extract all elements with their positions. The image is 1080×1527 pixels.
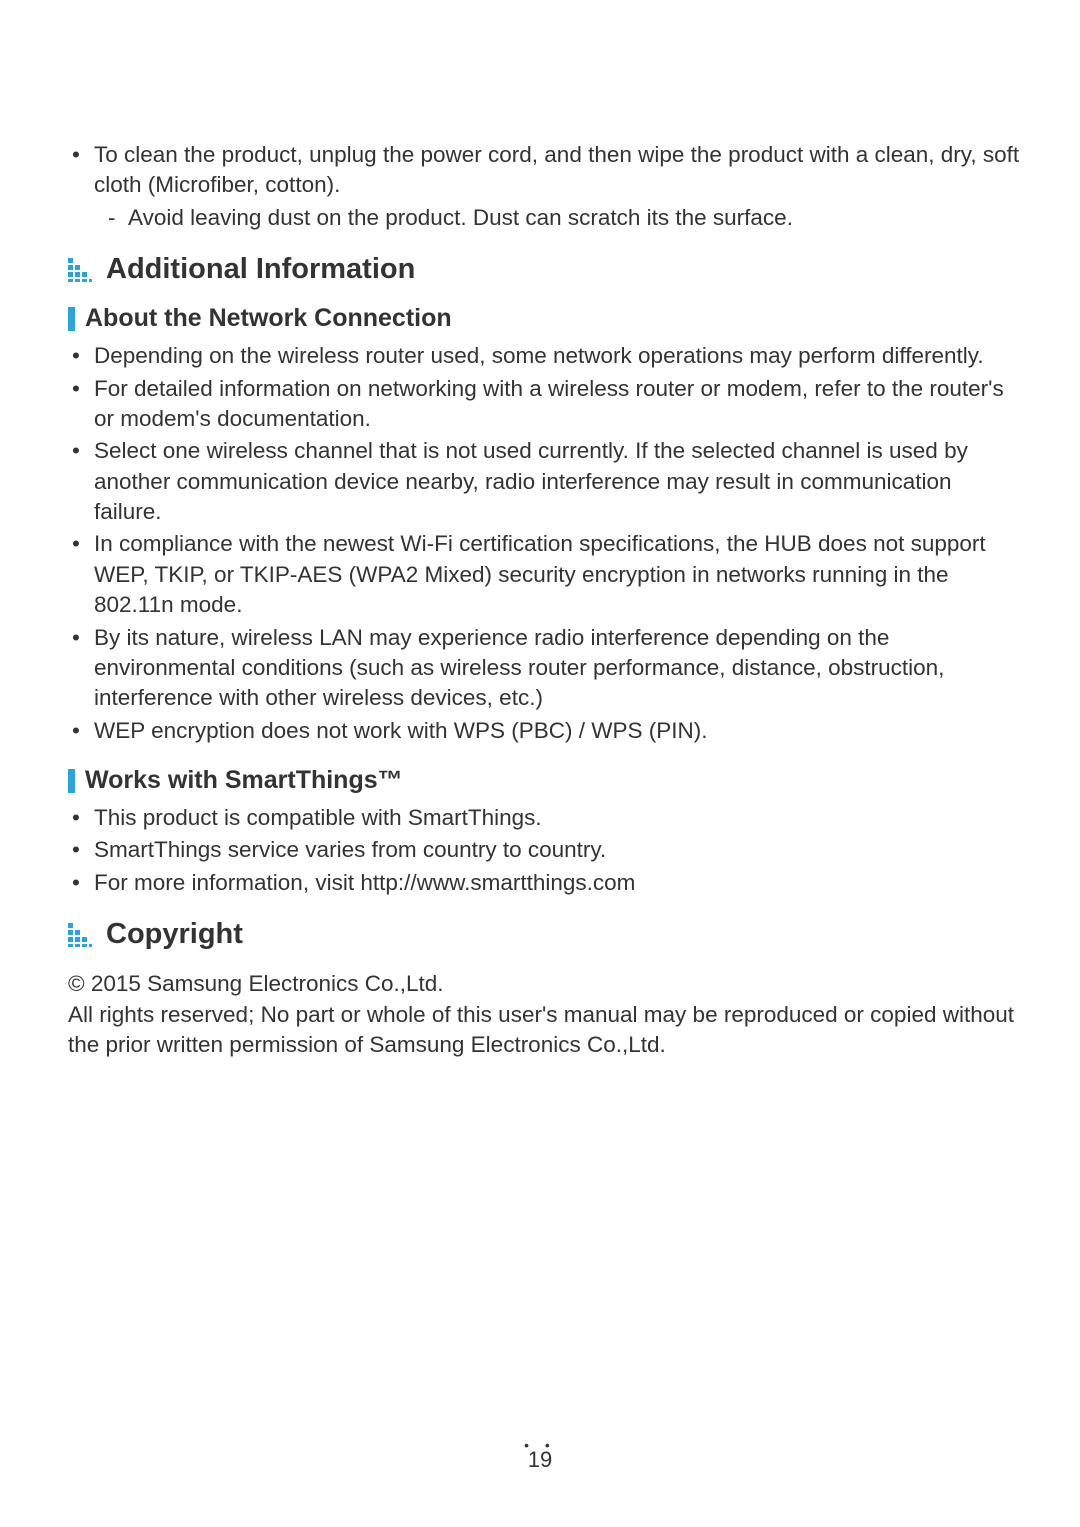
bullet-text: In compliance with the newest Wi-Fi cert…	[94, 529, 1020, 620]
list-item: • In compliance with the newest Wi-Fi ce…	[68, 529, 1020, 620]
section-heading-additional-info: Additional Information	[68, 253, 1020, 286]
smartthings-bullet-list: • This product is compatible with SmartT…	[68, 803, 1020, 898]
section-title: Copyright	[106, 918, 243, 951]
section-bars-icon	[68, 923, 92, 947]
list-item: • For more information, visit http://www…	[68, 868, 1020, 898]
bullet-icon: •	[68, 436, 94, 466]
bullet-text: WEP encryption does not work with WPS (P…	[94, 716, 1020, 746]
bullet-icon: •	[68, 803, 94, 833]
bullet-icon: •	[68, 623, 94, 653]
bullet-icon: •	[68, 716, 94, 746]
bullet-icon: •	[68, 868, 94, 898]
page-number: 19	[0, 1447, 1080, 1473]
list-item: • WEP encryption does not work with WPS …	[68, 716, 1020, 746]
bullet-text: This product is compatible with SmartThi…	[94, 803, 1020, 833]
sub-list-item: - Avoid leaving dust on the product. Dus…	[68, 203, 1020, 233]
copyright-line-1: © 2015 Samsung Electronics Co.,Ltd.	[68, 969, 1020, 999]
dash-icon: -	[108, 203, 128, 233]
bullet-text: For more information, visit http://www.s…	[94, 868, 1020, 898]
subsection-title: Works with SmartThings™	[85, 766, 403, 795]
bullet-text: For detailed information on networking w…	[94, 374, 1020, 435]
list-item: • Depending on the wireless router used,…	[68, 341, 1020, 371]
list-item: • To clean the product, unplug the power…	[68, 140, 1020, 201]
bullet-icon: •	[68, 341, 94, 371]
copyright-line-2: All rights reserved; No part or whole of…	[68, 1000, 1020, 1061]
bullet-icon: •	[68, 835, 94, 865]
list-item: • This product is compatible with SmartT…	[68, 803, 1020, 833]
bullet-icon: •	[68, 529, 94, 559]
subsection-title: About the Network Connection	[85, 304, 452, 333]
document-page: • To clean the product, unplug the power…	[0, 0, 1080, 1527]
section-bars-icon	[68, 258, 92, 282]
list-item: • For detailed information on networking…	[68, 374, 1020, 435]
bullet-icon: •	[68, 140, 94, 170]
bullet-text: To clean the product, unplug the power c…	[94, 140, 1020, 201]
section-heading-copyright: Copyright	[68, 918, 1020, 951]
section-title: Additional Information	[106, 253, 415, 286]
bullet-text: SmartThings service varies from country …	[94, 835, 1020, 865]
bullet-text: Select one wireless channel that is not …	[94, 436, 1020, 527]
subsection-heading-network: About the Network Connection	[68, 304, 1020, 333]
list-item: • SmartThings service varies from countr…	[68, 835, 1020, 865]
bullet-text: By its nature, wireless LAN may experien…	[94, 623, 1020, 714]
list-item: • By its nature, wireless LAN may experi…	[68, 623, 1020, 714]
sub-bullet-text: Avoid leaving dust on the product. Dust …	[128, 203, 1020, 233]
list-item: • Select one wireless channel that is no…	[68, 436, 1020, 527]
top-bullet-list: • To clean the product, unplug the power…	[68, 140, 1020, 233]
bullet-text: Depending on the wireless router used, s…	[94, 341, 1020, 371]
bullet-icon: •	[68, 374, 94, 404]
page-footer: • • 19	[0, 1441, 1080, 1473]
network-bullet-list: • Depending on the wireless router used,…	[68, 341, 1020, 746]
subsection-bar-icon	[68, 769, 75, 793]
subsection-heading-smartthings: Works with SmartThings™	[68, 766, 1020, 795]
subsection-bar-icon	[68, 307, 75, 331]
